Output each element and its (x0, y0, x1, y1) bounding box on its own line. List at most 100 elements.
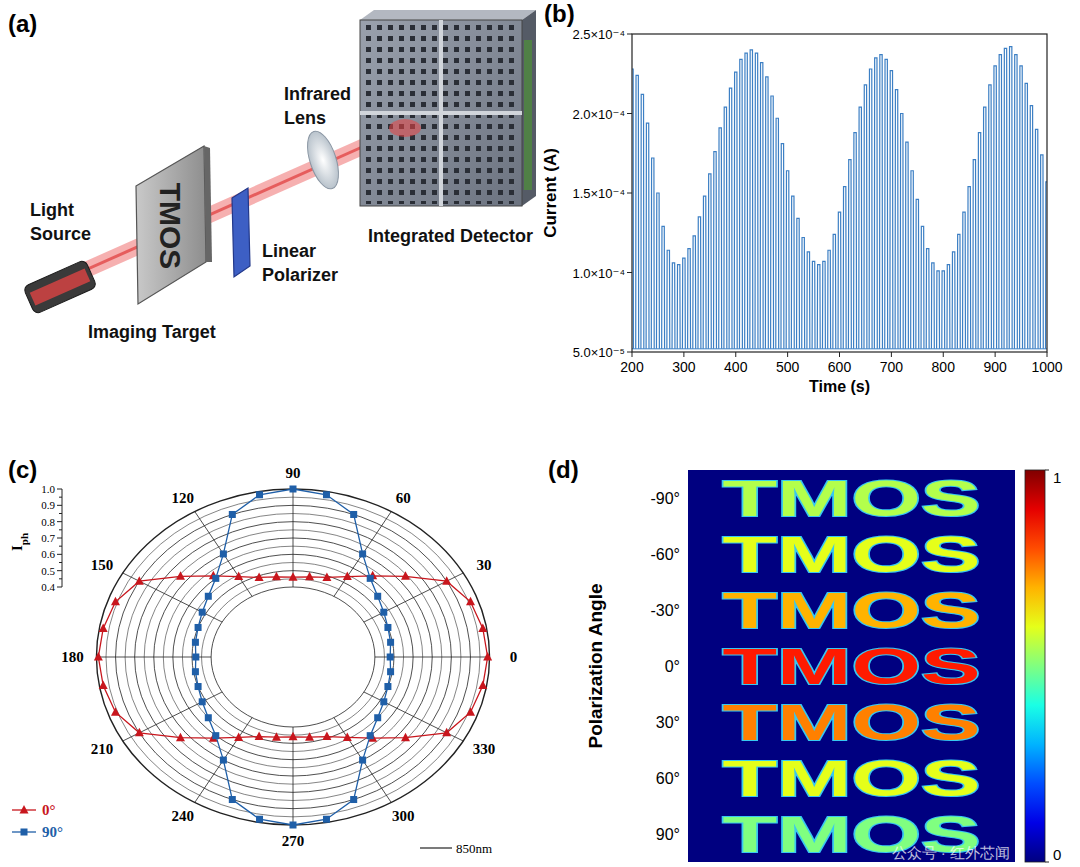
pulse (698, 217, 701, 349)
pulse (973, 160, 976, 349)
pulse (833, 234, 836, 348)
x-tick (735, 352, 736, 357)
r-tick-label: 0.6 (41, 548, 55, 560)
marker-square (229, 796, 236, 803)
marker-triangle (478, 681, 487, 690)
watermark: 公众号 · 红外芯闻 (892, 844, 1010, 861)
angle-label: 60 (396, 490, 411, 506)
marker-triangle (94, 652, 103, 661)
marker-triangle (20, 805, 29, 814)
pulse (859, 107, 862, 349)
angle-label: 180 (61, 649, 84, 665)
colorbar (1025, 470, 1045, 862)
r-tick (57, 554, 62, 555)
pulse (682, 258, 685, 349)
detector-top (360, 10, 536, 20)
quadrant-gap (360, 111, 522, 115)
marker-triangle (478, 623, 487, 632)
x-tick (995, 352, 996, 357)
marker-triangle (289, 572, 298, 581)
target-plate (136, 146, 206, 304)
spoke (123, 573, 222, 622)
marker-square (192, 639, 199, 646)
marker-square (195, 624, 202, 631)
pulse (641, 94, 644, 348)
pulse (1004, 48, 1007, 349)
x-tick (943, 352, 944, 357)
row-label: 30° (656, 714, 680, 731)
light-glow (30, 268, 91, 305)
r-axis-title: Iph (9, 533, 30, 551)
x-tick (839, 352, 840, 357)
pulse (1040, 155, 1043, 349)
lens (301, 127, 344, 192)
x-tick-label: 1000 (1031, 359, 1062, 375)
pulse (750, 50, 753, 349)
marker-triangle (99, 623, 108, 632)
r-minor-tick (59, 562, 62, 563)
pulse (677, 265, 680, 349)
row-label: 60° (656, 770, 680, 787)
angle-label: 90 (286, 465, 301, 481)
marker-triangle (305, 732, 314, 741)
pulse (848, 160, 851, 349)
pulse (822, 261, 825, 348)
pulse (994, 66, 997, 349)
scale-bar (420, 847, 452, 848)
pulse (1009, 47, 1012, 349)
marker-triangle (483, 652, 492, 661)
r-tick (57, 505, 62, 506)
pulse (791, 196, 794, 349)
colorbar-tick (1045, 470, 1049, 471)
marker-square (256, 491, 263, 498)
marker-square (229, 511, 236, 518)
beam-core (45, 128, 405, 288)
series (192, 486, 394, 829)
pulse (807, 252, 810, 349)
pulse (874, 58, 877, 349)
diagram-label: Integrated Detector (368, 226, 533, 246)
marker-triangle (289, 732, 298, 741)
pulse (864, 85, 867, 349)
image-row: TMOS (723, 471, 981, 527)
pulse (931, 263, 934, 349)
marker-square (192, 654, 199, 661)
pulse (729, 88, 732, 349)
r-minor-tick (59, 578, 62, 579)
pulse (942, 271, 945, 349)
x-tick-label: 500 (776, 359, 800, 375)
r-minor-tick (59, 497, 62, 498)
pulse (688, 249, 691, 349)
image-row: TMOS (723, 695, 981, 751)
marker-triangle (322, 732, 331, 741)
spoke (195, 512, 252, 597)
chart-c: 03060901201501802102402703003300.40.50.6… (9, 465, 517, 856)
x-tick-label: 600 (828, 359, 852, 375)
r-tick-label: 0.9 (41, 499, 55, 511)
marker-triangle (322, 572, 331, 581)
pulse (812, 261, 815, 348)
ring-minor (202, 579, 385, 735)
marker-triangle (466, 597, 475, 606)
marker-square (192, 668, 199, 675)
y-tick (627, 34, 632, 35)
diagram-label: Linear (262, 241, 316, 261)
r-tick-label: 0.5 (41, 565, 55, 577)
pulse (937, 271, 940, 349)
y-tick (627, 272, 632, 273)
marker-square (387, 654, 394, 661)
pulse (797, 218, 800, 348)
r-tick (57, 538, 62, 539)
x-tick (632, 352, 633, 357)
x-axis-title: Time (s) (809, 378, 870, 395)
ring-minor (182, 563, 403, 752)
marker-square (384, 624, 391, 631)
r-tick-label: 0.8 (41, 516, 55, 528)
marker-triangle (176, 571, 185, 580)
pulse (802, 238, 805, 349)
spoke (364, 573, 463, 622)
r-tick-label: 0.4 (41, 581, 55, 593)
target-edge (204, 146, 212, 262)
pulse (651, 158, 654, 349)
spoke (293, 727, 294, 825)
